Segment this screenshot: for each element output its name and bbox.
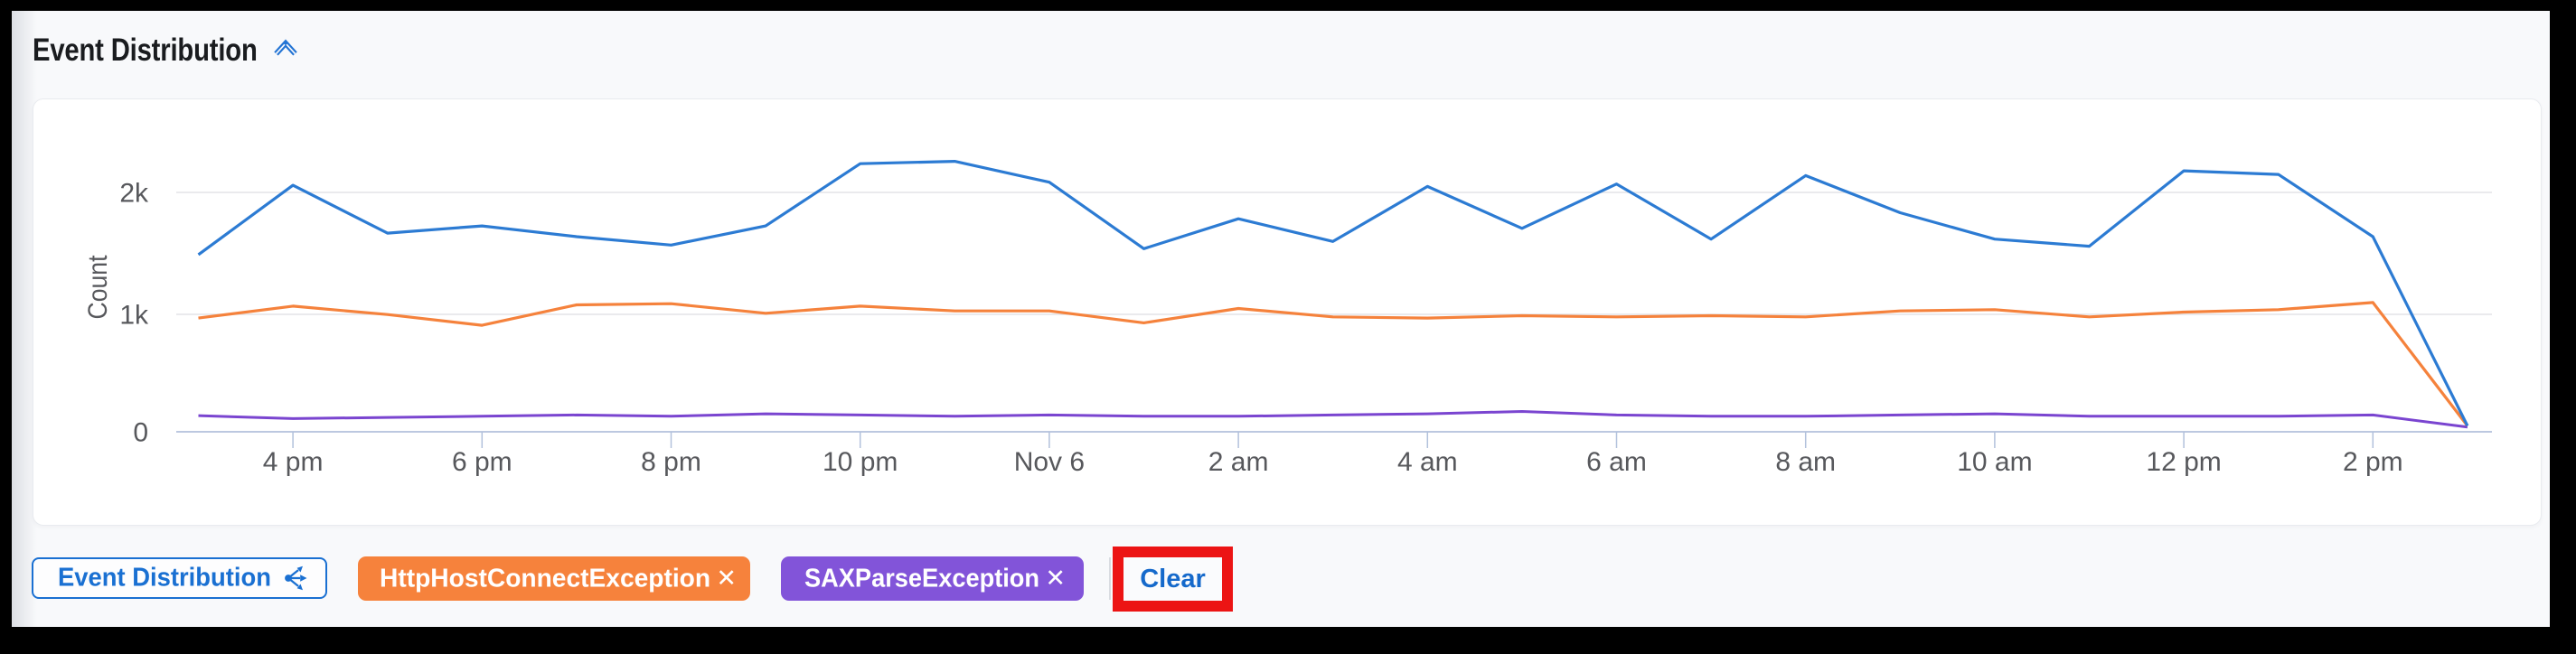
svg-text:2 am: 2 am	[1208, 447, 1269, 477]
svg-text:2k: 2k	[119, 179, 149, 209]
svg-text:12 pm: 12 pm	[2146, 447, 2221, 477]
svg-text:8 pm: 8 pm	[641, 447, 701, 477]
svg-text:4 pm: 4 pm	[263, 447, 324, 477]
svg-text:10 pm: 10 pm	[823, 447, 898, 477]
svg-text:4 am: 4 am	[1397, 447, 1458, 477]
svg-text:0: 0	[133, 418, 148, 448]
svg-text:10 am: 10 am	[1957, 447, 2032, 477]
svg-text:2 pm: 2 pm	[2343, 447, 2403, 477]
svg-text:Count: Count	[83, 255, 113, 320]
svg-text:8 am: 8 am	[1775, 447, 1836, 477]
svg-text:Nov 6: Nov 6	[1014, 447, 1085, 477]
svg-text:6 pm: 6 pm	[452, 447, 512, 477]
svg-text:1k: 1k	[119, 301, 149, 331]
svg-text:6 am: 6 am	[1586, 447, 1647, 477]
